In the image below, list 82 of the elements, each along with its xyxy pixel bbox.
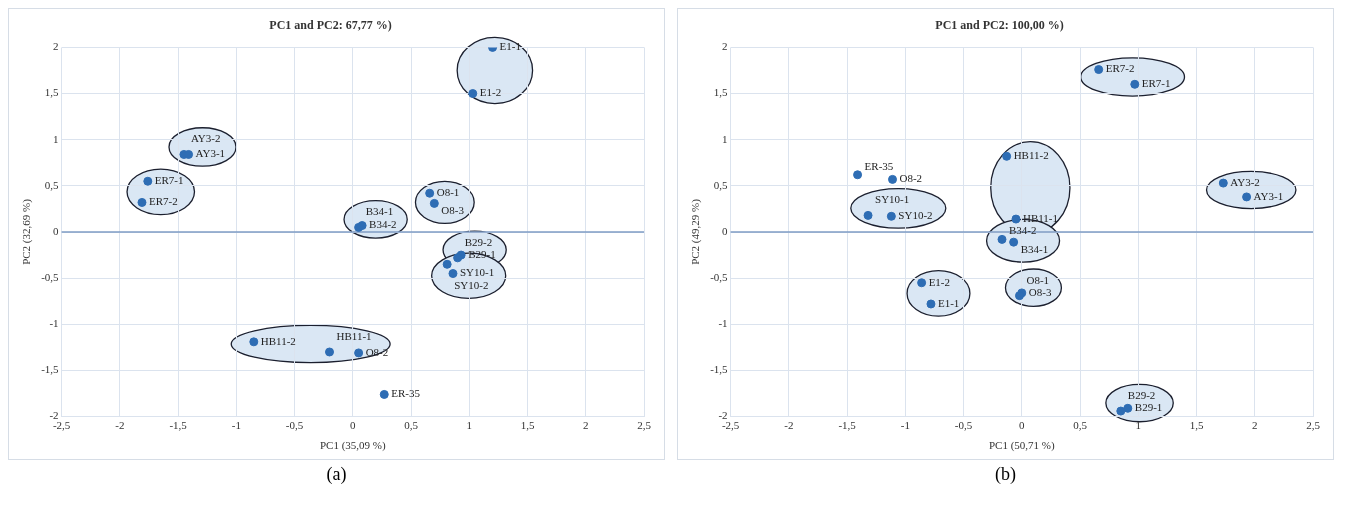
x-tick-label: 2,5 — [637, 419, 652, 432]
data-label: O8-1 — [1026, 273, 1050, 286]
data-label: E1-2 — [479, 86, 502, 99]
x-tick-label: -2,5 — [721, 419, 740, 432]
y-tick-label: -0,5 — [41, 271, 60, 284]
y-tick-label: 0 — [53, 224, 60, 237]
data-label: B34-2 — [1009, 224, 1037, 237]
data-label: AY3-1 — [1253, 189, 1284, 202]
y-tick-label: -1,5 — [710, 363, 729, 376]
y-tick-label: 1 — [53, 132, 59, 145]
data-label: SY10-1 — [459, 266, 495, 279]
data-label: B34-1 — [365, 205, 394, 218]
data-label: ER7-1 — [154, 174, 184, 187]
data-label: E1-1 — [937, 296, 960, 309]
x-axis-title: PC1 (35,09 %) — [319, 439, 386, 453]
data-label: ER7-2 — [148, 195, 178, 208]
data-label: SY10-1 — [875, 193, 910, 206]
chart-title: PC1 and PC2: 67,77 %) — [269, 18, 392, 33]
data-label: E1-2 — [928, 275, 951, 288]
y-tick-label: 1 — [722, 132, 728, 145]
data-label: B29-2 — [464, 235, 493, 248]
data-label: AY3-2 — [190, 132, 221, 145]
data-label: B29-1 — [1134, 401, 1163, 414]
x-tick-label: 2,5 — [1306, 419, 1321, 432]
y-tick-label: -0,5 — [710, 271, 729, 284]
x-tick-label: -0,5 — [954, 419, 973, 432]
y-tick-label: -1 — [49, 317, 59, 330]
data-label: HB11-2 — [1013, 149, 1049, 162]
text: (a) — [325, 464, 348, 485]
data-label: HB11-1 — [1022, 211, 1059, 224]
x-tick-label: 0 — [350, 419, 357, 432]
data-label: O8-1 — [436, 186, 460, 199]
y-tick-label: -2 — [718, 409, 728, 422]
data-label: HB11-1 — [336, 329, 372, 342]
x-tick-label: -1 — [900, 419, 910, 432]
x-tick-label: -2 — [784, 419, 794, 432]
data-label: B29-2 — [1127, 388, 1156, 401]
x-tick-label: 1 — [466, 419, 473, 432]
y-tick-label: 1,5 — [44, 86, 60, 99]
x-tick-label: 1,5 — [1189, 419, 1204, 432]
chart-title: PC1 and PC2: 100,00 %) — [935, 18, 1064, 33]
data-label: AY3-1 — [195, 147, 226, 160]
x-tick-label: 2 — [583, 419, 589, 432]
data-label: B34-1 — [1020, 243, 1049, 256]
x-tick-label: -1 — [231, 419, 241, 432]
data-label: O8-3 — [441, 204, 465, 217]
data-label: SY10-2 — [454, 279, 489, 292]
x-tick-label: 0,5 — [404, 419, 419, 432]
y-tick-label: 0,5 — [713, 178, 729, 191]
x-tick-label: -2 — [115, 419, 125, 432]
data-label: O8-3 — [1028, 285, 1052, 298]
data-label: ER-35 — [391, 387, 421, 400]
y-axis-title: PC2 (32,69 %) — [20, 198, 34, 265]
text: (b) — [994, 464, 1017, 485]
y-tick-label: 1,5 — [713, 86, 729, 99]
y-tick-label: 0,5 — [44, 178, 60, 191]
data-label: O8-2 — [899, 172, 923, 185]
x-tick-label: -1,5 — [169, 419, 188, 432]
x-tick-label: -0,5 — [285, 419, 304, 432]
data-label: ER-35 — [864, 159, 894, 172]
y-tick-label: 2 — [53, 40, 59, 53]
y-axis-title: PC2 (49,29 %) — [689, 198, 703, 265]
data-label: SY10-2 — [898, 209, 933, 222]
data-label: ER7-2 — [1105, 62, 1135, 75]
y-tick-label: -2 — [49, 409, 59, 422]
x-tick-label: 0,5 — [1073, 419, 1088, 432]
x-axis-title: PC1 (50,71 %) — [988, 439, 1055, 453]
x-tick-label: 1,5 — [520, 419, 535, 432]
x-tick-label: 0 — [1019, 419, 1026, 432]
x-tick-label: 1 — [1135, 419, 1142, 432]
y-tick-label: -1 — [718, 317, 728, 330]
x-tick-label: 2 — [1252, 419, 1258, 432]
x-tick-label: -2,5 — [52, 419, 71, 432]
data-label: AY3-2 — [1230, 175, 1260, 188]
data-label: B34-2 — [369, 218, 397, 231]
data-label: E1-1 — [499, 40, 521, 53]
y-tick-label: 2 — [722, 40, 728, 53]
x-tick-label: -1,5 — [838, 419, 857, 432]
y-tick-label: 0 — [722, 224, 729, 237]
data-label: ER7-1 — [1141, 77, 1171, 90]
data-label: HB11-2 — [260, 334, 296, 347]
y-tick-label: -1,5 — [41, 363, 60, 376]
